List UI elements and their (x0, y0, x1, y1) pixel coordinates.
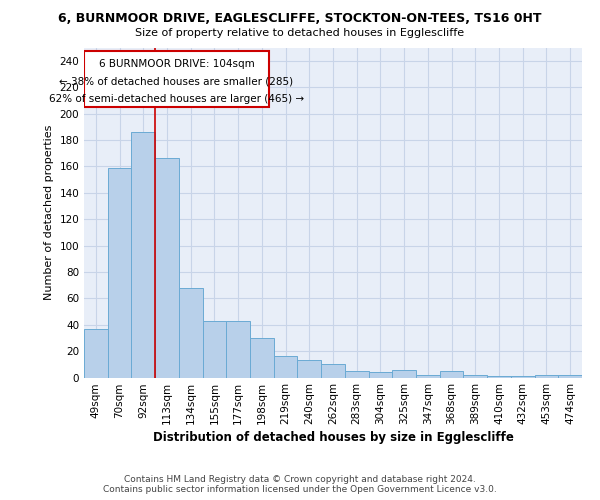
Bar (298, 360, 321, 378)
Bar (155, 158, 179, 378)
Bar (203, 320, 226, 378)
Bar (392, 370, 416, 378)
Text: 6, BURNMOOR DRIVE, EAGLESCLIFFE, STOCKTON-ON-TEES, TS16 0HT: 6, BURNMOOR DRIVE, EAGLESCLIFFE, STOCKTO… (58, 12, 542, 26)
Text: ← 38% of detached houses are smaller (285): ← 38% of detached houses are smaller (28… (59, 76, 293, 86)
Text: Contains HM Land Registry data © Crown copyright and database right 2024.
Contai: Contains HM Land Registry data © Crown c… (103, 474, 497, 494)
Bar (131, 132, 155, 378)
Bar (226, 320, 250, 378)
Bar (440, 371, 463, 378)
FancyBboxPatch shape (84, 52, 269, 107)
X-axis label: Distribution of detached houses by size in Egglescliffe: Distribution of detached houses by size … (152, 432, 514, 444)
Bar (558, 375, 582, 378)
Bar (487, 376, 511, 378)
Bar (345, 371, 368, 378)
Bar (179, 288, 203, 378)
Bar (108, 168, 131, 378)
Bar (250, 338, 274, 378)
Bar (274, 356, 298, 378)
Bar (416, 375, 440, 378)
Text: Size of property relative to detached houses in Egglescliffe: Size of property relative to detached ho… (136, 28, 464, 38)
Bar (511, 376, 535, 378)
Text: 62% of semi-detached houses are larger (465) →: 62% of semi-detached houses are larger (… (49, 94, 304, 104)
Bar (321, 364, 345, 378)
Bar (535, 375, 558, 378)
Text: 6 BURNMOOR DRIVE: 104sqm: 6 BURNMOOR DRIVE: 104sqm (98, 59, 254, 69)
Bar (463, 375, 487, 378)
Bar (368, 372, 392, 378)
Y-axis label: Number of detached properties: Number of detached properties (44, 125, 54, 300)
Bar (84, 328, 108, 378)
